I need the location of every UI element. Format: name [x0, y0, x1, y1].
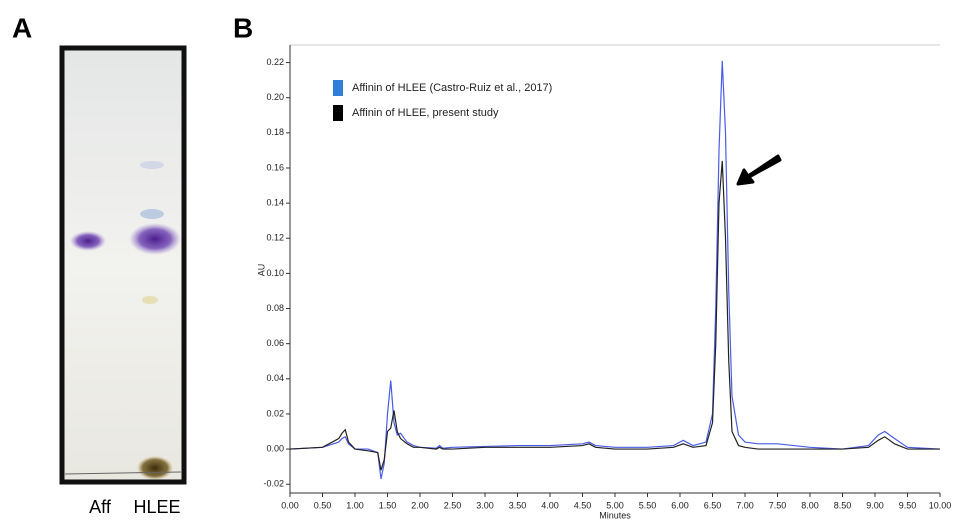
y-tick-label: 0.22	[266, 57, 284, 67]
y-tick-label: 0.00	[266, 443, 284, 453]
tlc-plate	[59, 45, 187, 485]
x-tick-label: 5.00	[606, 500, 624, 510]
x-tick-label: 10.00	[929, 500, 952, 510]
x-tick-label: 0.00	[281, 500, 299, 510]
arrow	[736, 154, 782, 186]
x-tick-label: 5.50	[639, 500, 657, 510]
x-tick-label: 1.00	[346, 500, 364, 510]
y-axis-label: AU	[256, 264, 266, 277]
x-tick-label: 4.00	[541, 500, 559, 510]
x-tick-label: 2.00	[411, 500, 429, 510]
legend-swatch	[333, 105, 343, 121]
y-tick-label: 0.18	[266, 127, 284, 137]
legend-label: Affinin of HLEE (Castro-Ruiz et al., 201…	[352, 82, 552, 94]
y-tick-label: 0.14	[266, 197, 284, 207]
x-tick-label: 8.00	[801, 500, 819, 510]
x-tick-label: 6.00	[671, 500, 689, 510]
x-tick-label: 3.00	[476, 500, 494, 510]
y-tick-label: 0.08	[266, 303, 284, 313]
lane-label: HLEE	[133, 497, 180, 517]
panel-label: B	[233, 12, 253, 43]
y-tick-label: 0.12	[266, 233, 284, 243]
x-axis-label: Minutes	[599, 510, 631, 520]
x-tick-label: 4.50	[574, 500, 592, 510]
legend-swatch	[333, 80, 343, 96]
series-line	[289, 160, 940, 471]
x-tick-label: 7.50	[769, 500, 787, 510]
x-tick-label: 7.00	[736, 500, 754, 510]
y-tick-label: 0.10	[266, 268, 284, 278]
y-tick-label: -0.02	[263, 479, 284, 489]
x-tick-label: 0.50	[314, 500, 332, 510]
x-tick-label: 9.00	[866, 500, 884, 510]
lane-label: Aff	[89, 497, 112, 517]
legend-label: Affinin of HLEE, present study	[352, 107, 499, 119]
y-tick-label: 0.20	[266, 92, 284, 102]
series-line	[289, 60, 941, 480]
y-tick-label: 0.16	[266, 162, 284, 172]
x-tick-label: 9.50	[899, 500, 917, 510]
y-tick-label: 0.02	[266, 408, 284, 418]
x-tick-label: 3.50	[509, 500, 527, 510]
y-tick-label: 0.04	[266, 373, 284, 383]
x-tick-label: 2.50	[444, 500, 462, 510]
x-tick-label: 1.50	[379, 500, 397, 510]
y-tick-label: 0.06	[266, 338, 284, 348]
x-tick-label: 8.50	[834, 500, 852, 510]
panel-label: A	[12, 12, 32, 43]
x-tick-label: 6.50	[704, 500, 722, 510]
